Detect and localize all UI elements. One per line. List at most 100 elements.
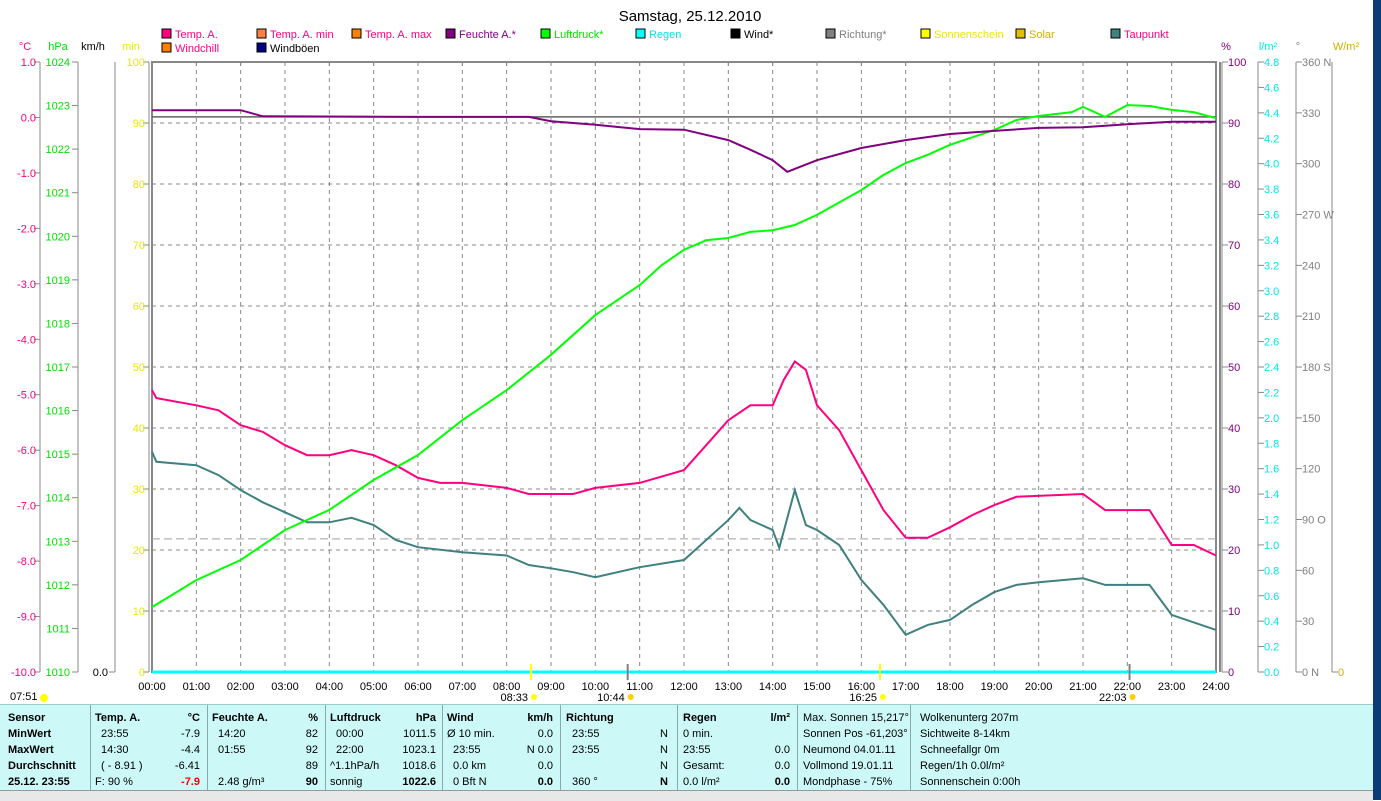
wind-time: 23:55 (453, 744, 481, 756)
axis-label-humidity: 20 (1228, 545, 1240, 557)
temp-value: -7.9 (181, 776, 200, 788)
humidity-unit: % (308, 712, 318, 724)
legend-swatch (351, 28, 362, 39)
x-tick-label: 06:00 (404, 681, 432, 693)
axis-label-sun: 60 (133, 301, 145, 313)
axis-label-solar: 0 (1338, 667, 1344, 679)
axis-label-humidity: 50 (1228, 362, 1240, 374)
column-divider (207, 705, 208, 791)
axis-label-pressure: 1023 (46, 101, 70, 113)
axis-label-pressure: 1021 (46, 188, 70, 200)
legend-swatch (635, 28, 646, 39)
axis-label-temp: -2.0 (17, 223, 36, 235)
axis-label-pressure: 1020 (46, 231, 70, 243)
legend-swatch (161, 28, 172, 39)
pressure-value: 1022.6 (402, 776, 436, 788)
axis-label-temp: -9.0 (17, 612, 36, 624)
x-tick-label: 17:00 (892, 681, 920, 693)
axis-label-temp: -1.0 (17, 168, 36, 180)
temp-time: F: 90 % (95, 776, 133, 788)
sensor-row-label: MinWert (8, 728, 52, 740)
x-tick-label: 04:00 (316, 681, 344, 693)
marker-label: 22:03 (1099, 692, 1127, 704)
series-luftdruck (151, 104, 1217, 608)
sensor-row-label: 25.12. 23:55 (8, 776, 70, 788)
pressure-value: 1023.1 (402, 744, 436, 756)
axis-unit-sun: min (122, 41, 140, 53)
axis-label-pressure: 1011 (46, 623, 70, 635)
axis-label-direction: 330 (1302, 108, 1320, 120)
legend-label: Sonnenschein (934, 29, 1004, 41)
axis-label-temp: -6.0 (17, 445, 36, 457)
column-divider (442, 705, 443, 791)
axis-label-pressure: 1016 (46, 406, 70, 418)
legend-swatch (920, 28, 931, 39)
astro-info: Max. Sonnen 15,217° (803, 712, 909, 724)
axis-label-temp: -5.0 (17, 390, 36, 402)
x-tick-label: 01:00 (183, 681, 211, 693)
axis-label-direction: 270 W (1302, 210, 1334, 222)
axis-label-rain: 3.6 (1264, 210, 1279, 222)
axis-label-pressure: 1022 (46, 144, 70, 156)
sensor-row-label: MaxWert (8, 744, 54, 756)
marker-label: 10:44 (597, 692, 625, 704)
axis-label-direction: 360 N (1302, 57, 1331, 69)
column-divider (90, 705, 91, 791)
x-tick-label: 15:00 (803, 681, 831, 693)
axis-label-temp: -8.0 (17, 556, 36, 568)
axis-label-sun: 10 (133, 606, 145, 618)
axis-label-sun: 70 (133, 240, 145, 252)
series-tempa (151, 360, 1217, 557)
axis-label-pressure: 1014 (46, 493, 70, 505)
rain-time: 0.0 l/m² (683, 776, 720, 788)
sensor-row-label: Sensor (8, 712, 46, 724)
legend-label: Luftdruck* (554, 29, 604, 41)
rain-value: 0.0 (774, 744, 790, 756)
pressure-time: 22:00 (336, 744, 364, 756)
temp-value: -7.9 (181, 728, 200, 740)
legend-swatch (256, 28, 267, 39)
axis-label-pressure: 1017 (46, 362, 70, 374)
sunrise-twilight-label: 07:51 (10, 691, 38, 703)
axis-label-rain: 0.0 (1264, 667, 1279, 679)
pressure-time: ^1.1hPa/h (330, 760, 380, 772)
humidity-value: 92 (305, 744, 318, 756)
axis-label-pressure: 1018 (46, 318, 70, 330)
x-tick-label: 21:00 (1069, 681, 1097, 693)
x-tick-label: 18:00 (936, 681, 964, 693)
wind-value: 0.0 (537, 728, 553, 740)
rain-value: 0.0 (774, 776, 790, 788)
x-tick-label: 10:00 (582, 681, 610, 693)
wind-header: Wind (447, 712, 474, 724)
axis-label-pressure: 1024 (46, 57, 70, 69)
x-tick-label: 19:00 (981, 681, 1009, 693)
axis-label-sun: 40 (133, 423, 145, 435)
column-divider (560, 705, 561, 791)
direction-value: N (660, 760, 668, 772)
pressure-value: 1011.5 (403, 728, 436, 740)
axis-label-rain: 2.8 (1264, 311, 1279, 323)
marker-label: 08:33 (501, 692, 529, 704)
rain-time: Gesamt: (683, 760, 725, 772)
legend-swatch (540, 28, 551, 39)
axis-label-rain: 4.8 (1264, 57, 1279, 69)
axis-label-pressure: 1015 (46, 449, 70, 461)
legend-swatch (825, 28, 836, 39)
humidity-value: 90 (305, 776, 318, 788)
axis-unit-humidity: % (1221, 41, 1231, 53)
axis-label-direction: 0 N (1302, 667, 1319, 679)
wind-time: 0.0 km (453, 760, 487, 772)
humidity-value: 89 (305, 760, 318, 772)
temp-header: Temp. A. (95, 712, 141, 724)
axis-label-sun: 80 (133, 179, 145, 191)
column-divider (677, 705, 678, 791)
astro-info: Neumond 04.01.11 (803, 744, 896, 756)
rain-unit: l/m² (770, 712, 790, 724)
axis-label-humidity: 30 (1228, 484, 1240, 496)
series-taupunkt (151, 451, 1217, 637)
axis-label-rain: 4.2 (1264, 133, 1279, 145)
legend-label: Windböen (270, 43, 320, 55)
axis-label-humidity: 40 (1228, 423, 1240, 435)
axis-label-rain: 3.2 (1264, 260, 1279, 272)
sun-icon (40, 694, 48, 702)
